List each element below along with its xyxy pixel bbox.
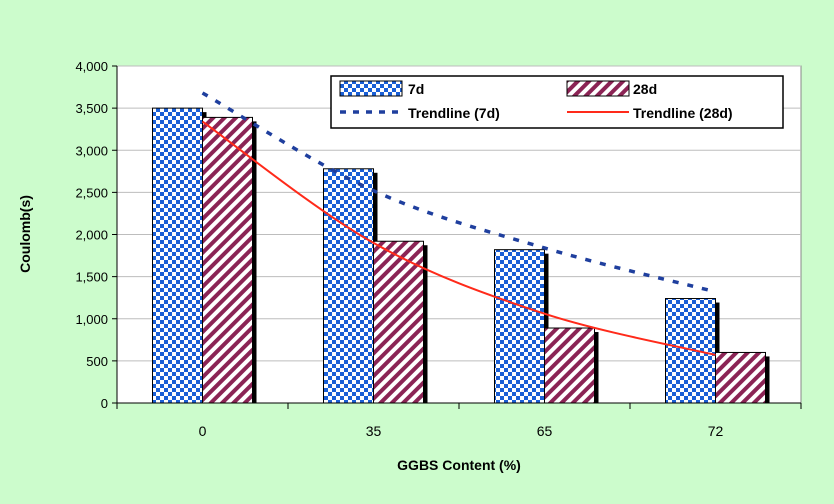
- legend-box: [330, 75, 784, 129]
- trendline-28d: [201, 120, 716, 356]
- y-tick-label: 0: [101, 396, 108, 411]
- bar-28d-72: [715, 351, 766, 404]
- axes: 0 500 1,000 1,500 2,000 2,500 3,000 3,500 4,000 0…: [75, 59, 802, 439]
- legend-label-trend-28d: Trendline (28d): [633, 105, 733, 121]
- bar-28d-0: [202, 116, 253, 404]
- bar-7d-35: [323, 168, 374, 404]
- bar-28d-65: [544, 327, 595, 404]
- bar-7d-72: [665, 298, 716, 404]
- y-tick-label: 3,000: [75, 143, 108, 158]
- legend-swatch-7d: [339, 80, 403, 97]
- y-tick-label: 2,000: [75, 228, 108, 243]
- x-axis-title: GGBS Content (%): [397, 457, 521, 473]
- bars: [152, 107, 770, 404]
- y-axis-title: Coulomb(s): [17, 195, 33, 273]
- y-tick-label: 3,500: [75, 101, 108, 116]
- bar-7d-65: [494, 249, 545, 404]
- y-tick-label: 1,000: [75, 312, 108, 327]
- legend-label-7d: 7d: [408, 81, 424, 97]
- x-tick-label: 35: [366, 423, 382, 439]
- y-tick-label: 500: [86, 354, 108, 369]
- y-tick-label: 2,500: [75, 185, 108, 200]
- trendlines: [201, 91, 716, 356]
- y-tick-label: 4,000: [75, 59, 108, 74]
- bar-7d-0: [152, 107, 203, 404]
- legend-swatch-28d: [566, 80, 630, 97]
- legend-label-trend-7d: Trendline (7d): [408, 105, 500, 121]
- legend: 7d 28d Trendline (7d) Trendline (28d): [330, 75, 784, 129]
- x-tick-label: 65: [537, 423, 553, 439]
- legend-label-28d: 28d: [633, 81, 657, 97]
- y-tick-label: 1,500: [75, 270, 108, 285]
- x-tick-label: 72: [708, 423, 724, 439]
- x-tick-label: 0: [199, 423, 207, 439]
- bar-28d-35: [373, 240, 424, 404]
